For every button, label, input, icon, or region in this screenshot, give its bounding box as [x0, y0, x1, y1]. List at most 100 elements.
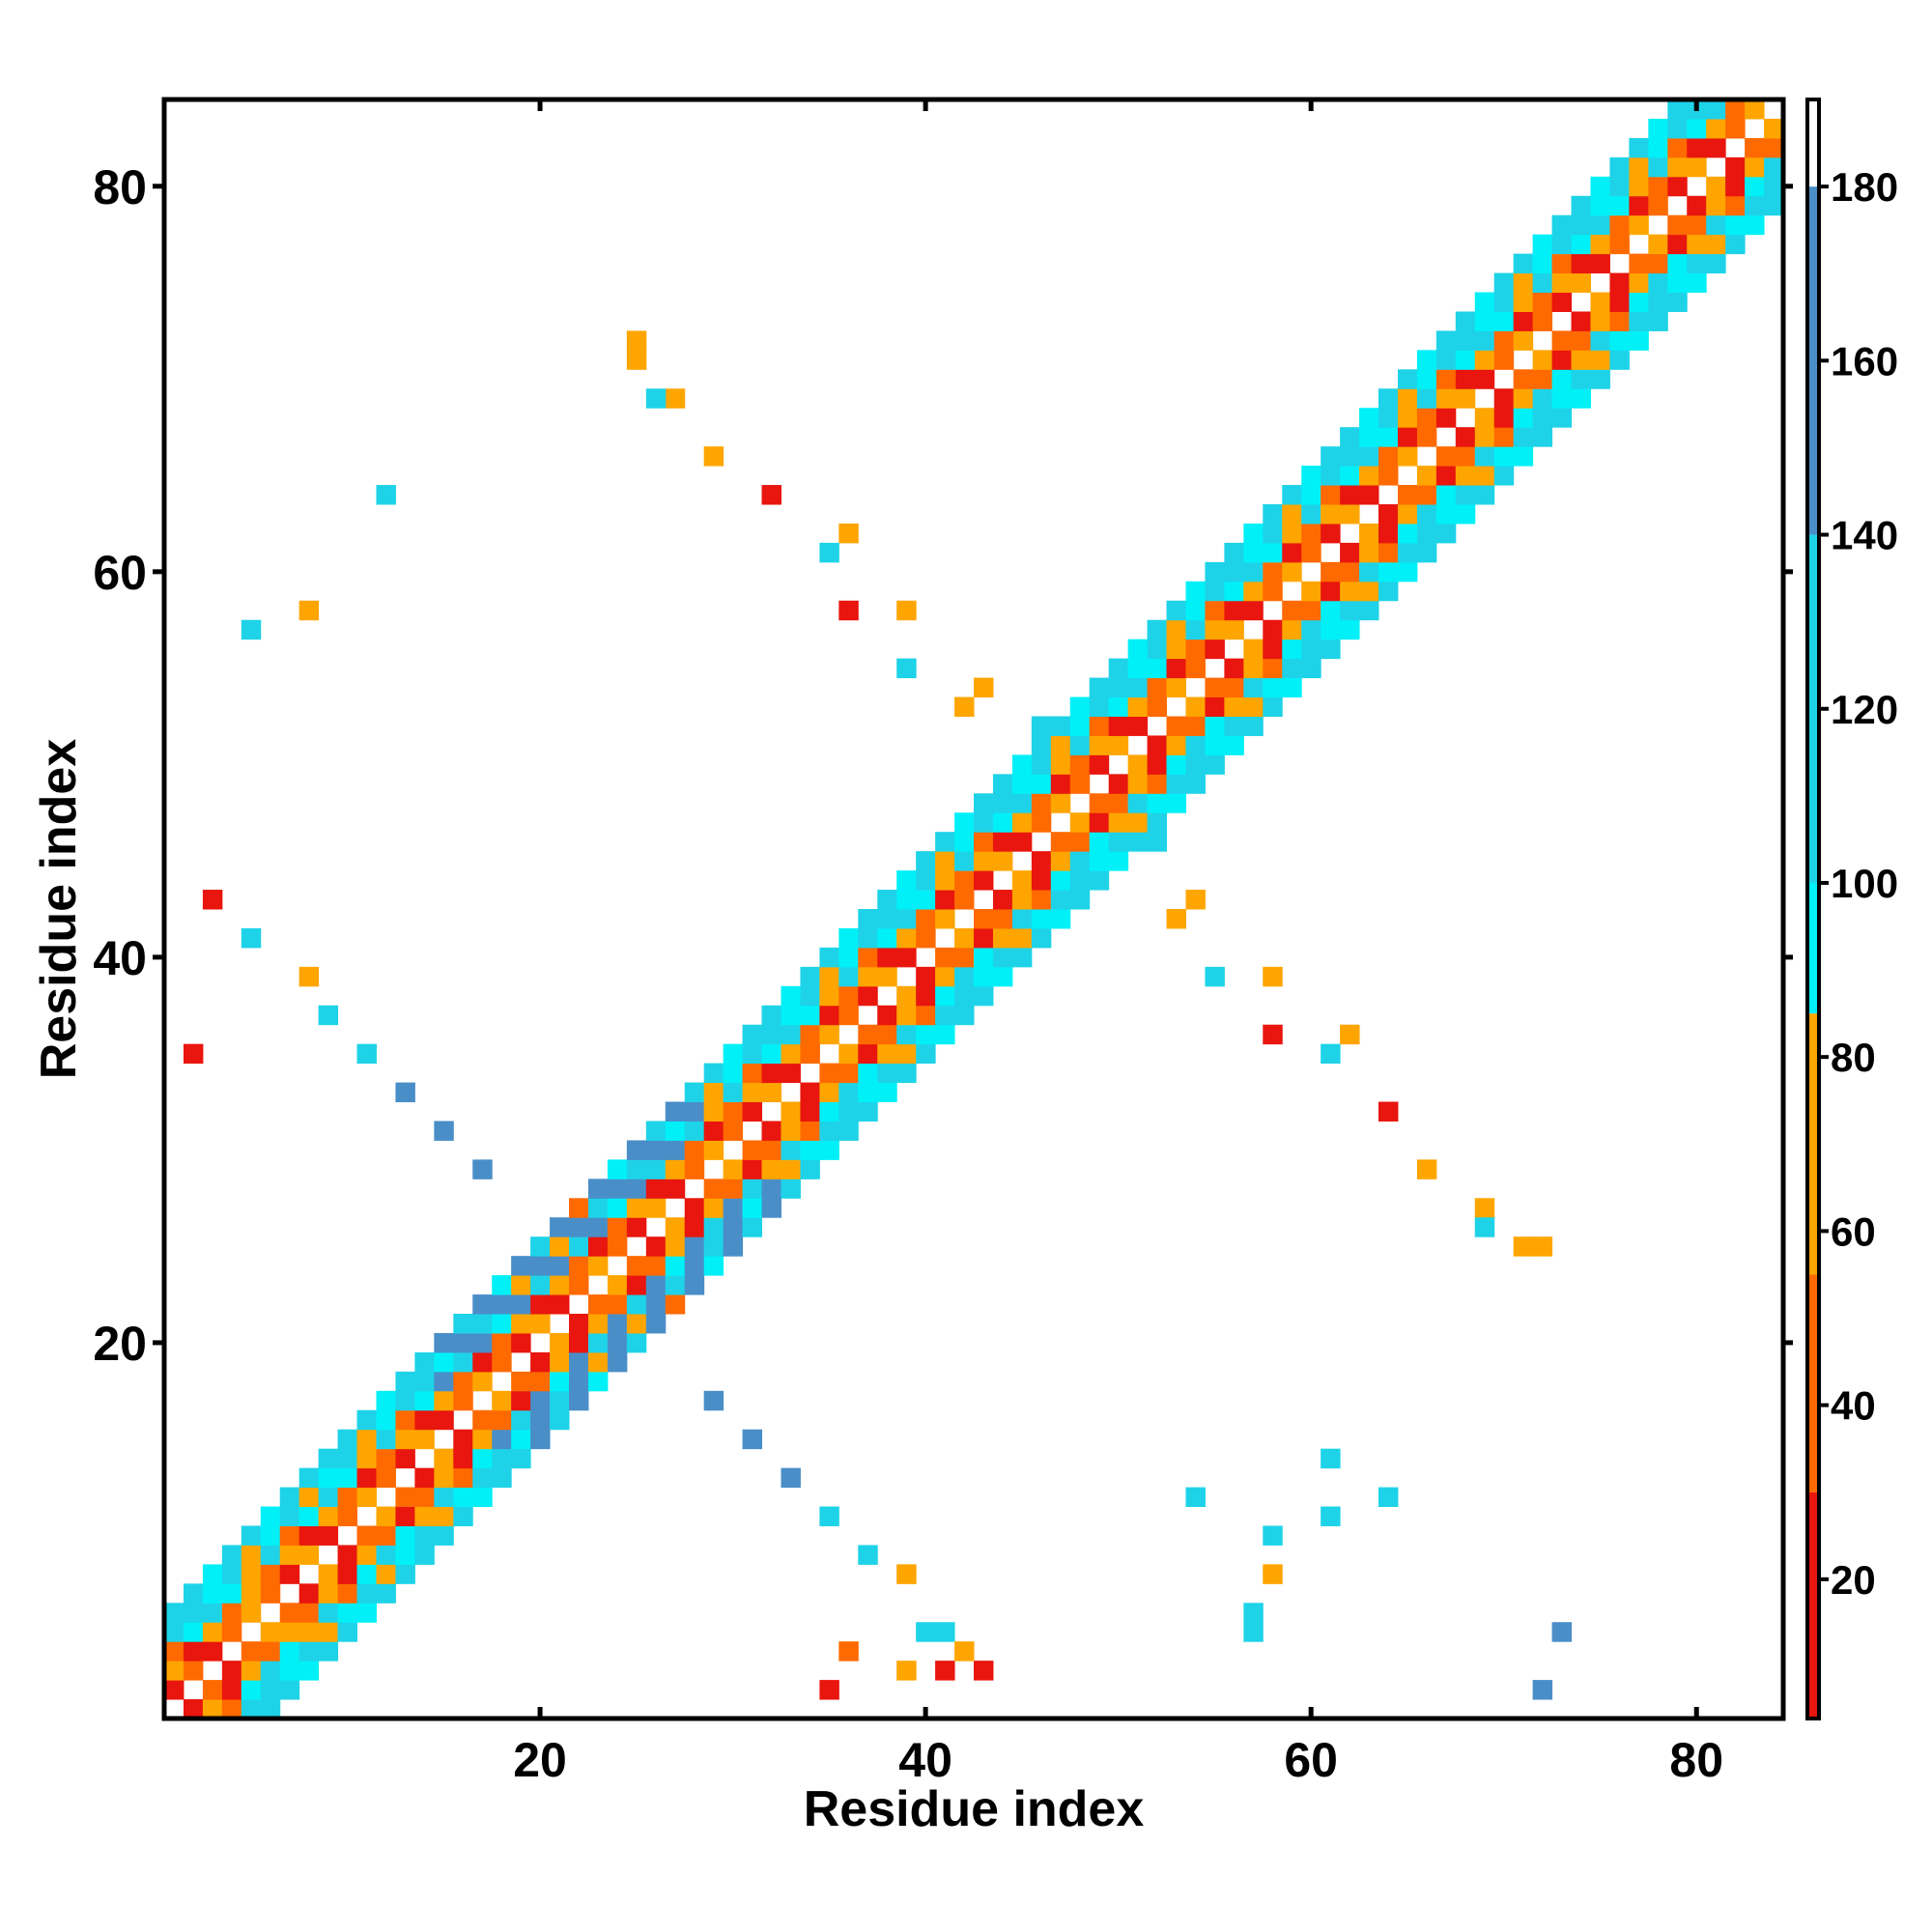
heatmap-cell	[569, 1217, 589, 1237]
heatmap-cell	[1378, 1101, 1399, 1122]
heatmap-cell	[1532, 272, 1553, 294]
heatmap-cell	[395, 1429, 415, 1450]
heatmap-cell	[1359, 581, 1379, 602]
heatmap-cell	[587, 1332, 609, 1353]
heatmap-cell	[1282, 523, 1302, 544]
heatmap-cell	[1455, 311, 1476, 331]
heatmap-cell	[665, 1236, 686, 1257]
heatmap-cell	[1455, 504, 1476, 525]
heatmap-cell	[1205, 716, 1225, 736]
heatmap-cell	[279, 1641, 300, 1662]
heatmap-cell	[781, 1043, 801, 1065]
heatmap-cell	[1629, 272, 1649, 294]
heatmap-cell	[550, 1409, 570, 1431]
heatmap-cell	[916, 870, 936, 891]
heatmap-cell	[1050, 851, 1071, 871]
heatmap-cell	[800, 1101, 820, 1122]
heatmap-cell	[626, 330, 647, 351]
heatmap-cell	[1031, 812, 1052, 833]
heatmap-cell	[1011, 793, 1033, 813]
heatmap-cell	[414, 1487, 435, 1508]
heatmap-cell	[645, 1121, 667, 1141]
heatmap-cell	[761, 1043, 781, 1065]
heatmap-cell	[1629, 176, 1649, 197]
heatmap-cell	[1340, 600, 1360, 621]
heatmap-cell	[1609, 311, 1630, 331]
heatmap-cell	[202, 1603, 223, 1623]
heatmap-cell	[703, 1256, 724, 1276]
heatmap-cell	[1397, 446, 1418, 467]
heatmap-cell	[530, 1294, 551, 1315]
heatmap-cell	[472, 1487, 493, 1508]
heatmap-cell	[1513, 330, 1534, 351]
heatmap-cell	[1263, 1564, 1283, 1584]
heatmap-cell	[684, 1256, 705, 1276]
heatmap-cell	[1551, 350, 1573, 370]
heatmap-cell	[1435, 369, 1457, 389]
heatmap-cell	[1378, 408, 1399, 428]
heatmap-cell	[1551, 214, 1573, 236]
heatmap-cell	[511, 1294, 531, 1315]
heatmap-cell	[1282, 639, 1302, 660]
heatmap-cell	[1648, 292, 1668, 312]
heatmap-cell	[530, 1409, 551, 1431]
heatmap-cell	[992, 927, 1013, 949]
heatmap-cell	[1282, 658, 1302, 679]
heatmap-cell	[858, 1545, 878, 1565]
heatmap-cell	[376, 1409, 396, 1431]
heatmap-cell	[1147, 774, 1168, 794]
x-axis-label: Residue index	[804, 1781, 1145, 1837]
heatmap-cell	[395, 1082, 415, 1103]
heatmap-cell	[356, 1467, 377, 1489]
heatmap-cell	[434, 1409, 454, 1431]
heatmap-cell	[1108, 696, 1129, 717]
heatmap-cell	[1108, 832, 1129, 852]
heatmap-cell	[723, 1159, 744, 1179]
heatmap-cell	[761, 1121, 781, 1141]
heatmap-cell	[414, 1525, 435, 1546]
heatmap-cell	[992, 966, 1013, 987]
heatmap-cell	[1127, 716, 1149, 736]
heatmap-cell	[241, 1661, 262, 1681]
heatmap-cell	[1127, 677, 1149, 698]
heatmap-cell	[1263, 542, 1283, 563]
heatmap-cell	[858, 1043, 878, 1065]
heatmap-cell	[1397, 504, 1418, 525]
heatmap-cell	[434, 1332, 454, 1353]
heatmap-cell	[819, 985, 839, 1007]
heatmap-cell	[1551, 369, 1573, 389]
colorbar	[1805, 98, 1821, 1720]
heatmap-cell	[395, 1564, 415, 1584]
heatmap-cell	[974, 966, 994, 987]
heatmap-cell	[1551, 388, 1573, 409]
heatmap-cell	[1321, 1506, 1341, 1526]
x-tick-label: 80	[1669, 1733, 1723, 1787]
heatmap-cell	[1590, 176, 1610, 197]
heatmap-cell	[684, 1140, 705, 1160]
heatmap-cell	[896, 1005, 917, 1026]
heatmap-cell	[241, 1583, 262, 1604]
heatmap-cell	[1513, 292, 1534, 312]
heatmap-cell	[1243, 1603, 1264, 1623]
heatmap-cell	[607, 1198, 628, 1218]
heatmap-cell	[1224, 600, 1244, 621]
heatmap-cell	[414, 1545, 435, 1565]
heatmap-cell	[1263, 696, 1283, 717]
heatmap-cell	[1667, 272, 1688, 294]
heatmap-cell	[916, 1005, 936, 1026]
heatmap-cell	[434, 1390, 454, 1411]
heatmap-cell	[1011, 870, 1033, 891]
colorbar-band	[1807, 1492, 1819, 1719]
heatmap-cell	[1435, 330, 1457, 351]
heatmap-cell	[607, 1217, 628, 1237]
colorbar-frame	[1805, 98, 1821, 1720]
heatmap-cell	[1687, 214, 1707, 236]
heatmap-cell	[587, 1371, 609, 1392]
heatmap-cell	[1050, 870, 1071, 891]
heatmap-cell	[1416, 408, 1437, 428]
heatmap-cell	[1224, 716, 1244, 736]
colorbar-tick-label: 120	[1831, 687, 1898, 732]
heatmap-cell	[260, 1622, 281, 1642]
heatmap-cell	[781, 1140, 801, 1160]
